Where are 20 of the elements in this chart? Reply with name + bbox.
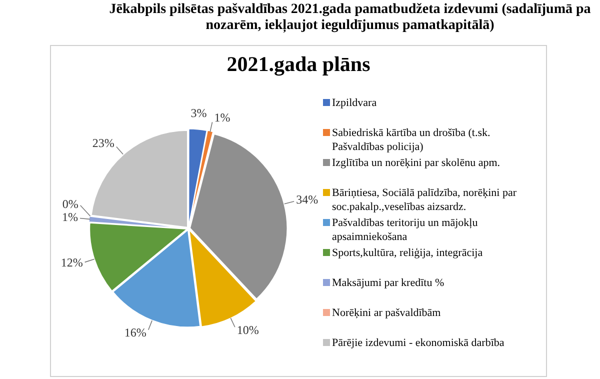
data-label: 3%	[190, 106, 207, 120]
data-label: 16%	[124, 326, 146, 340]
legend-label: Izglītība un norēķini par skolēnu apm.	[332, 156, 500, 170]
data-label: 12%	[60, 256, 83, 270]
legend-label: Maksājumi par kredītu %	[332, 276, 444, 290]
data-label: 23%	[92, 136, 114, 150]
chart-subtitle: 2021.gada plāns	[226, 52, 372, 77]
data-label: 1%	[214, 110, 230, 124]
legend-label: Pārējie izdevumi - ekonomiskā darbība	[332, 336, 504, 350]
data-label: 34%	[296, 192, 318, 207]
chart-title: Jēkabpils pilsētas pašvaldības 2021.gada pamatbudžeta izdevumi (sadalījumā pa nozarēm, iekļaujot ieguldījumus pamatkapitālā)	[108, 2, 592, 34]
data-label: 10%	[236, 322, 259, 337]
data-label: 1%	[62, 210, 78, 224]
legend-label: Bāriņtiesa, Sociālā palīdzība, norēķini par soc.pakalp.,veselības aizsardz.	[332, 186, 518, 214]
legend-label: Izpildvara	[332, 96, 377, 110]
legend-label: Sports,kultūra, reliģija, integrācija	[332, 246, 483, 260]
legend-label: Norēķini ar pašvaldībām	[332, 306, 441, 320]
legend-label: Pašvaldības teritoriju un mājokļu apsaimniekošana	[332, 216, 479, 244]
text: 0%	[62, 197, 78, 212]
legend-label: Sabiedriskā kārtība un drošība (t.sk. Pašvaldības policija)	[332, 126, 492, 154]
